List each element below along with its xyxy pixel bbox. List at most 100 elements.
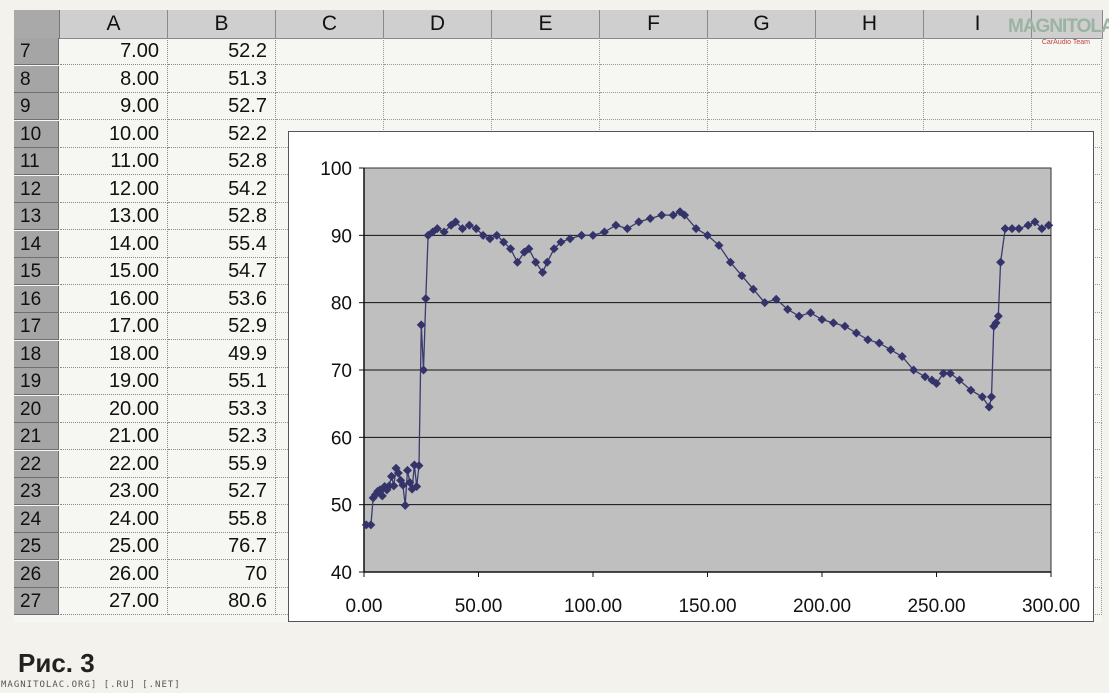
row-header[interactable]: 14 bbox=[14, 230, 59, 258]
row-header[interactable]: 15 bbox=[14, 258, 59, 285]
cell-a[interactable]: 9.00 bbox=[60, 93, 168, 120]
cell-b[interactable]: 52.3 bbox=[168, 423, 276, 450]
cell-b[interactable]: 76.7 bbox=[168, 533, 276, 560]
cell-b[interactable]: 52.7 bbox=[168, 93, 276, 120]
empty-cell[interactable] bbox=[600, 65, 708, 93]
empty-cell[interactable] bbox=[384, 38, 492, 65]
select-all-corner[interactable] bbox=[14, 10, 60, 39]
column-header-f[interactable]: F bbox=[600, 10, 708, 39]
row-header[interactable]: 26 bbox=[14, 560, 59, 588]
row-header[interactable]: 22 bbox=[14, 450, 59, 478]
cell-a[interactable]: 20.00 bbox=[60, 395, 168, 423]
empty-cell[interactable] bbox=[816, 65, 924, 93]
column-header-c[interactable]: C bbox=[276, 10, 384, 39]
empty-cell[interactable] bbox=[276, 93, 384, 120]
empty-cell[interactable] bbox=[492, 38, 600, 65]
cell-a[interactable]: 24.00 bbox=[60, 505, 168, 533]
cell-a[interactable]: 19.00 bbox=[60, 368, 168, 395]
column-header-g[interactable]: G bbox=[708, 10, 816, 39]
column-header-j[interactable] bbox=[1032, 10, 1103, 39]
row-header[interactable]: 20 bbox=[14, 395, 59, 423]
empty-cell[interactable] bbox=[924, 65, 1032, 93]
row-header[interactable]: 24 bbox=[14, 505, 59, 533]
empty-cell[interactable] bbox=[924, 93, 1032, 120]
cell-a[interactable]: 21.00 bbox=[60, 423, 168, 450]
cell-a[interactable]: 22.00 bbox=[60, 450, 168, 478]
empty-cell[interactable] bbox=[708, 65, 816, 93]
cell-a[interactable]: 23.00 bbox=[60, 478, 168, 505]
empty-cell[interactable] bbox=[492, 93, 600, 120]
cell-b[interactable]: 49.9 bbox=[168, 340, 276, 368]
cell-b[interactable]: 55.9 bbox=[168, 450, 276, 478]
row-header[interactable]: 10 bbox=[14, 120, 59, 148]
empty-cell[interactable] bbox=[276, 65, 384, 93]
empty-cell[interactable] bbox=[708, 93, 816, 120]
cell-a[interactable]: 12.00 bbox=[60, 175, 168, 203]
column-header-a[interactable]: A bbox=[60, 10, 168, 39]
cell-a[interactable]: 13.00 bbox=[60, 203, 168, 230]
cell-a[interactable]: 10.00 bbox=[60, 120, 168, 148]
empty-cell[interactable] bbox=[600, 93, 708, 120]
row-header[interactable]: 23 bbox=[14, 478, 59, 505]
embedded-chart[interactable]: 40 50 60 70 80 90 100 0.00 50.00 100.00 150.00 200.… bbox=[288, 131, 1094, 622]
cell-a[interactable]: 14.00 bbox=[60, 230, 168, 258]
cell-b[interactable]: 55.1 bbox=[168, 368, 276, 395]
row-header[interactable]: 11 bbox=[14, 148, 59, 175]
cell-b[interactable]: 53.6 bbox=[168, 285, 276, 313]
row-header[interactable]: 17 bbox=[14, 313, 59, 340]
column-header-d[interactable]: D bbox=[384, 10, 492, 39]
row-header[interactable]: 16 bbox=[14, 285, 59, 313]
empty-cell[interactable] bbox=[600, 38, 708, 65]
cell-a[interactable]: 16.00 bbox=[60, 285, 168, 313]
cell-a[interactable]: 27.00 bbox=[60, 588, 168, 615]
cell-b[interactable]: 53.3 bbox=[168, 395, 276, 423]
cell-b[interactable]: 54.7 bbox=[168, 258, 276, 285]
row-header[interactable]: 25 bbox=[14, 533, 59, 560]
row-header[interactable]: 8 bbox=[14, 65, 59, 93]
cell-a[interactable]: 15.00 bbox=[60, 258, 168, 285]
data-point bbox=[828, 318, 838, 328]
row-header[interactable]: 21 bbox=[14, 423, 59, 450]
cell-a[interactable]: 25.00 bbox=[60, 533, 168, 560]
cell-b[interactable]: 52.8 bbox=[168, 148, 276, 175]
empty-cell[interactable] bbox=[1032, 93, 1102, 120]
cell-b[interactable]: 70 bbox=[168, 560, 276, 588]
row-header[interactable]: 18 bbox=[14, 340, 59, 368]
cell-b[interactable]: 55.8 bbox=[168, 505, 276, 533]
row-header[interactable]: 27 bbox=[14, 588, 59, 615]
cell-b[interactable]: 52.8 bbox=[168, 203, 276, 230]
column-header-b[interactable]: B bbox=[168, 10, 276, 39]
cell-b[interactable]: 52.2 bbox=[168, 38, 276, 65]
column-header-e[interactable]: E bbox=[492, 10, 600, 39]
cell-a[interactable]: 11.00 bbox=[60, 148, 168, 175]
empty-cell[interactable] bbox=[816, 93, 924, 120]
cell-a[interactable]: 8.00 bbox=[60, 65, 168, 93]
column-header-i[interactable]: I bbox=[924, 10, 1032, 39]
cell-b[interactable]: 52.9 bbox=[168, 313, 276, 340]
empty-cell[interactable] bbox=[276, 38, 384, 65]
empty-cell[interactable] bbox=[492, 65, 600, 93]
column-header-h[interactable]: H bbox=[816, 10, 924, 39]
cell-a[interactable]: 26.00 bbox=[60, 560, 168, 588]
empty-cell[interactable] bbox=[924, 38, 1032, 65]
row-header[interactable]: 19 bbox=[14, 368, 59, 395]
cell-a[interactable]: 17.00 bbox=[60, 313, 168, 340]
cell-a[interactable]: 18.00 bbox=[60, 340, 168, 368]
cell-a[interactable]: 7.00 bbox=[60, 38, 168, 65]
empty-cell[interactable] bbox=[708, 38, 816, 65]
empty-cell[interactable] bbox=[384, 93, 492, 120]
cell-b[interactable]: 54.2 bbox=[168, 175, 276, 203]
row-header[interactable]: 9 bbox=[14, 93, 59, 120]
row-header[interactable]: 12 bbox=[14, 175, 59, 203]
empty-cell[interactable] bbox=[1032, 65, 1102, 93]
empty-cell[interactable] bbox=[1032, 38, 1102, 65]
cell-b[interactable]: 80.6 bbox=[168, 588, 276, 615]
empty-cell[interactable] bbox=[384, 65, 492, 93]
cell-b[interactable]: 52.2 bbox=[168, 120, 276, 148]
row-header[interactable]: 13 bbox=[14, 203, 59, 230]
empty-cell[interactable] bbox=[816, 38, 924, 65]
cell-b[interactable]: 55.4 bbox=[168, 230, 276, 258]
cell-b[interactable]: 52.7 bbox=[168, 478, 276, 505]
cell-b[interactable]: 51.3 bbox=[168, 65, 276, 93]
row-header[interactable]: 7 bbox=[14, 38, 59, 65]
